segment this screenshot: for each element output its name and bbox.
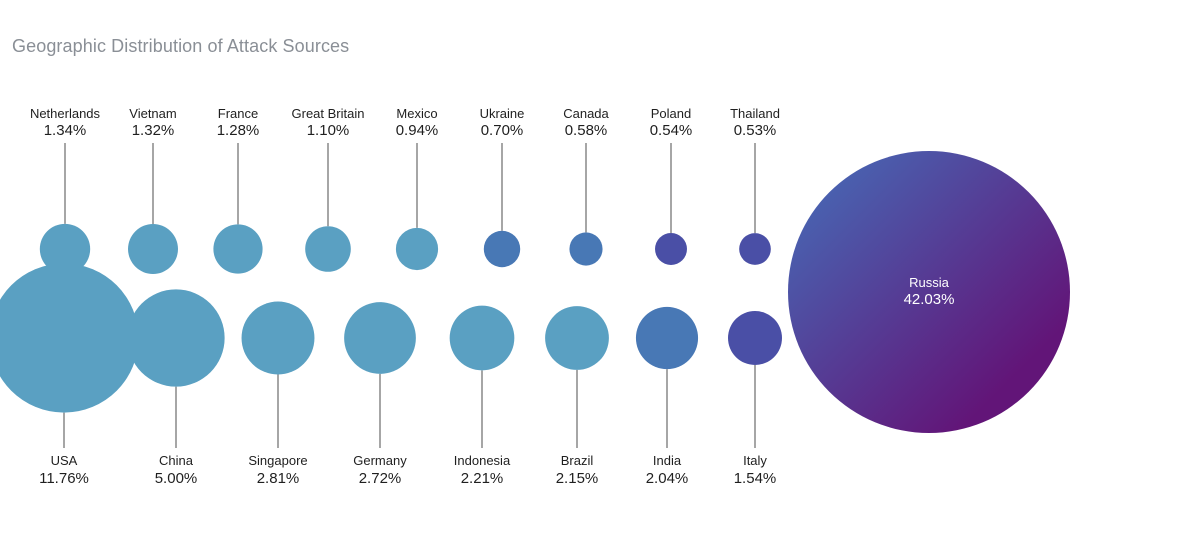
country-label-canada: Canada — [563, 106, 609, 121]
bubble-brazil — [545, 306, 609, 370]
country-label-poland: Poland — [651, 106, 691, 121]
bubble-italy — [728, 311, 782, 365]
value-label-indonesia: 2.21% — [461, 470, 504, 487]
value-label-singapore: 2.81% — [257, 470, 300, 487]
value-label-india: 2.04% — [646, 470, 689, 487]
bubble-vietnam — [128, 224, 178, 274]
country-label-netherlands: Netherlands — [30, 106, 101, 121]
bubble-netherlands — [39, 223, 91, 275]
value-label-great-britain: 1.10% — [307, 122, 350, 139]
country-label-russia: Russia — [909, 275, 950, 290]
bubble-germany — [344, 302, 416, 374]
bubble-russia — [788, 151, 1070, 433]
country-label-singapore: Singapore — [248, 453, 307, 468]
country-label-ukraine: Ukraine — [480, 106, 525, 121]
value-label-ukraine: 0.70% — [481, 122, 524, 139]
country-label-china: China — [159, 453, 194, 468]
value-label-usa: 11.76% — [39, 470, 89, 487]
bubble-thailand — [739, 233, 771, 265]
bubble-mexico — [395, 227, 439, 271]
country-label-usa: USA — [51, 453, 78, 468]
value-label-poland: 0.54% — [650, 122, 693, 139]
country-label-france: France — [218, 106, 258, 121]
value-label-germany: 2.72% — [359, 470, 402, 487]
value-label-brazil: 2.15% — [556, 470, 599, 487]
country-label-thailand: Thailand — [730, 106, 780, 121]
bubble-singapore — [241, 301, 315, 375]
country-label-germany: Germany — [353, 453, 407, 468]
bubble-france — [213, 224, 263, 274]
bubble-poland — [655, 233, 687, 265]
chart-title: Geographic Distribution of Attack Source… — [12, 36, 350, 56]
country-label-indonesia: Indonesia — [454, 453, 511, 468]
value-label-china: 5.00% — [155, 470, 198, 487]
country-label-india: India — [653, 453, 682, 468]
bubble-china — [127, 289, 225, 387]
bubble-usa — [0, 263, 139, 413]
value-label-russia: 42.03% — [904, 291, 955, 308]
value-label-mexico: 0.94% — [396, 122, 439, 139]
bubble-great-britain — [305, 226, 351, 272]
country-label-mexico: Mexico — [396, 106, 437, 121]
country-label-brazil: Brazil — [561, 453, 594, 468]
bubble-india — [635, 306, 699, 370]
value-label-thailand: 0.53% — [734, 122, 777, 139]
value-label-italy: 1.54% — [734, 470, 777, 487]
value-label-canada: 0.58% — [565, 122, 608, 139]
country-label-great-britain: Great Britain — [292, 106, 365, 121]
country-label-vietnam: Vietnam — [129, 106, 176, 121]
value-label-vietnam: 1.32% — [132, 122, 175, 139]
value-label-france: 1.28% — [217, 122, 260, 139]
bubble-indonesia — [449, 305, 515, 371]
bubble-canada — [569, 232, 603, 266]
country-label-italy: Italy — [743, 453, 767, 468]
value-label-netherlands: 1.34% — [44, 122, 87, 139]
bubble-ukraine — [483, 230, 521, 268]
